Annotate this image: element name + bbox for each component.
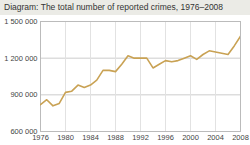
svg-text:1976: 1976: [32, 133, 49, 142]
svg-text:2000: 2000: [182, 133, 199, 142]
svg-text:1 200 000: 1 200 000: [4, 54, 37, 63]
svg-text:1996: 1996: [157, 133, 174, 142]
svg-text:1988: 1988: [107, 133, 124, 142]
svg-text:900 000: 900 000: [10, 90, 37, 99]
svg-text:2004: 2004: [207, 133, 224, 142]
html-text:Diagram: The total number of r: Diagram: The total number of reported cr…: [4, 2, 224, 12]
svg-text:2008: 2008: [232, 133, 249, 142]
svg-text:1 500 000: 1 500 000: [4, 17, 37, 26]
svg-text:600 000: 600 000: [10, 126, 38, 136]
svg-text:1984: 1984: [82, 133, 99, 142]
svg-text:1992: 1992: [132, 133, 149, 142]
svg-text:1980: 1980: [57, 133, 74, 142]
